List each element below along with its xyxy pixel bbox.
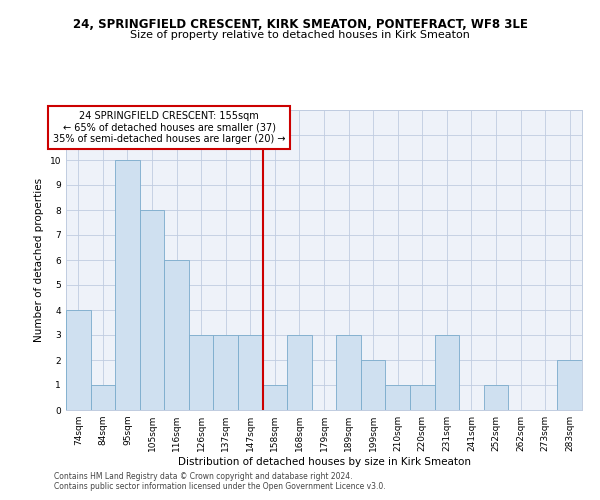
- Text: Contains public sector information licensed under the Open Government Licence v3: Contains public sector information licen…: [54, 482, 386, 491]
- Bar: [557, 360, 582, 410]
- Text: 24, SPRINGFIELD CRESCENT, KIRK SMEATON, PONTEFRACT, WF8 3LE: 24, SPRINGFIELD CRESCENT, KIRK SMEATON, …: [73, 18, 527, 30]
- Bar: [484, 385, 508, 410]
- Bar: [189, 335, 214, 410]
- Bar: [434, 335, 459, 410]
- Bar: [66, 310, 91, 410]
- Bar: [91, 385, 115, 410]
- Y-axis label: Number of detached properties: Number of detached properties: [34, 178, 44, 342]
- Bar: [361, 360, 385, 410]
- Bar: [214, 335, 238, 410]
- Bar: [410, 385, 434, 410]
- Bar: [115, 160, 140, 410]
- Bar: [238, 335, 263, 410]
- Bar: [287, 335, 312, 410]
- Bar: [263, 385, 287, 410]
- Text: 24 SPRINGFIELD CRESCENT: 155sqm
← 65% of detached houses are smaller (37)
35% of: 24 SPRINGFIELD CRESCENT: 155sqm ← 65% of…: [53, 112, 286, 144]
- Text: Contains HM Land Registry data © Crown copyright and database right 2024.: Contains HM Land Registry data © Crown c…: [54, 472, 353, 481]
- Bar: [336, 335, 361, 410]
- Text: Size of property relative to detached houses in Kirk Smeaton: Size of property relative to detached ho…: [130, 30, 470, 40]
- Bar: [164, 260, 189, 410]
- X-axis label: Distribution of detached houses by size in Kirk Smeaton: Distribution of detached houses by size …: [178, 457, 470, 467]
- Bar: [385, 385, 410, 410]
- Bar: [140, 210, 164, 410]
